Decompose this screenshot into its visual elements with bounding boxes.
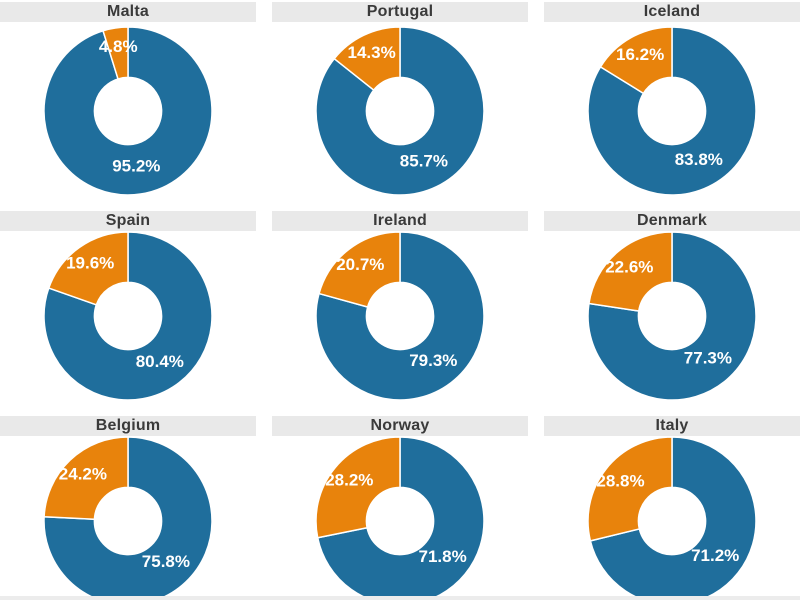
slice-label: 28.2%	[325, 471, 373, 490]
donut-slice-minority	[588, 231, 673, 312]
donut-chart-portugal: 85.7% 14.3%	[315, 26, 485, 196]
donut-slice-minority	[333, 26, 401, 91]
donut-slice-majority	[315, 26, 485, 196]
donut-slice-majority	[43, 231, 213, 401]
donut-chart-italy: 71.2% 28.8%	[587, 436, 757, 600]
chart-title: Spain	[105, 212, 151, 229]
chart-cell-ireland: Ireland 79.3% 20.7%	[272, 205, 528, 410]
donut-chart-norway: 71.8% 28.2%	[315, 436, 485, 600]
slice-label: 79.3%	[409, 351, 457, 370]
chart-title: Belgium	[95, 417, 161, 434]
slice-label: 77.3%	[684, 349, 732, 368]
chart-title: Malta	[107, 3, 149, 20]
slice-label: 83.8%	[675, 150, 723, 169]
slice-label: 71.2%	[691, 546, 739, 565]
chart-cell-denmark: Denmark 77.3% 22.6%	[544, 205, 800, 410]
chart-title: Italy	[655, 417, 689, 434]
slice-label: 85.7%	[400, 152, 448, 171]
chart-title-band: Italy	[544, 416, 800, 436]
donut-slice-majority	[43, 26, 213, 196]
slice-label: 22.6%	[605, 257, 653, 276]
donut-slice-majority	[315, 231, 485, 401]
donut-slice-minority	[48, 231, 129, 306]
chart-title-band: Spain	[0, 211, 256, 231]
donut-slice-majority	[587, 26, 757, 196]
chart-title: Ireland	[373, 212, 427, 229]
slice-label: 14.3%	[347, 43, 395, 62]
donut-slice-majority	[587, 231, 757, 401]
chart-title-band: Norway	[272, 416, 528, 436]
donut-slice-majority	[43, 436, 213, 600]
chart-title: Iceland	[643, 3, 701, 20]
slice-label: 24.2%	[59, 465, 107, 484]
chart-cell-iceland: Iceland 83.8% 16.2%	[544, 0, 800, 205]
chart-title-band: Iceland	[544, 2, 800, 22]
slice-label: 95.2%	[112, 156, 160, 175]
slice-label: 80.4%	[136, 352, 184, 371]
donut-slice-minority	[599, 26, 673, 95]
donut-slice-majority	[589, 436, 757, 600]
donut-slice-minority	[102, 26, 129, 80]
donut-chart-malta: 95.2% 4.8%	[43, 26, 213, 196]
donut-slice-minority	[43, 436, 129, 521]
slice-label: 75.8%	[142, 552, 190, 571]
donut-slice-majority	[316, 436, 485, 600]
chart-title: Portugal	[366, 3, 434, 20]
donut-chart-spain: 80.4% 19.6%	[43, 231, 213, 401]
chart-title-band: Malta	[0, 2, 256, 22]
chart-title-band: Belgium	[0, 416, 256, 436]
chart-cell-belgium: Belgium 75.8% 24.2%	[0, 410, 256, 600]
slice-label: 71.8%	[418, 547, 466, 566]
donut-slice-minority	[587, 436, 673, 542]
slice-label: 16.2%	[616, 45, 664, 64]
chart-title-band: Portugal	[272, 2, 528, 22]
chart-cell-spain: Spain 80.4% 19.6%	[0, 205, 256, 410]
chart-cell-italy: Italy 71.2% 28.8%	[544, 410, 800, 600]
chart-cell-norway: Norway 71.8% 28.2%	[272, 410, 528, 600]
chart-cell-malta: Malta 95.2% 4.8%	[0, 0, 256, 205]
slice-label: 20.7%	[336, 255, 384, 274]
chart-title-band: Ireland	[272, 211, 528, 231]
chart-title: Norway	[370, 417, 430, 434]
bottom-strip	[0, 596, 800, 600]
donut-chart-ireland: 79.3% 20.7%	[315, 231, 485, 401]
donut-chart-iceland: 83.8% 16.2%	[587, 26, 757, 196]
donut-chart-denmark: 77.3% 22.6%	[587, 231, 757, 401]
chart-title: Denmark	[637, 212, 707, 229]
donut-slice-minority	[318, 231, 401, 308]
slice-label: 19.6%	[66, 254, 114, 273]
slice-label: 28.8%	[596, 472, 644, 491]
donut-chart-belgium: 75.8% 24.2%	[43, 436, 213, 600]
chart-title-band: Denmark	[544, 211, 800, 231]
donut-slice-minority	[315, 436, 401, 539]
chart-cell-portugal: Portugal 85.7% 14.3%	[272, 0, 528, 205]
slice-label: 4.8%	[99, 37, 138, 56]
